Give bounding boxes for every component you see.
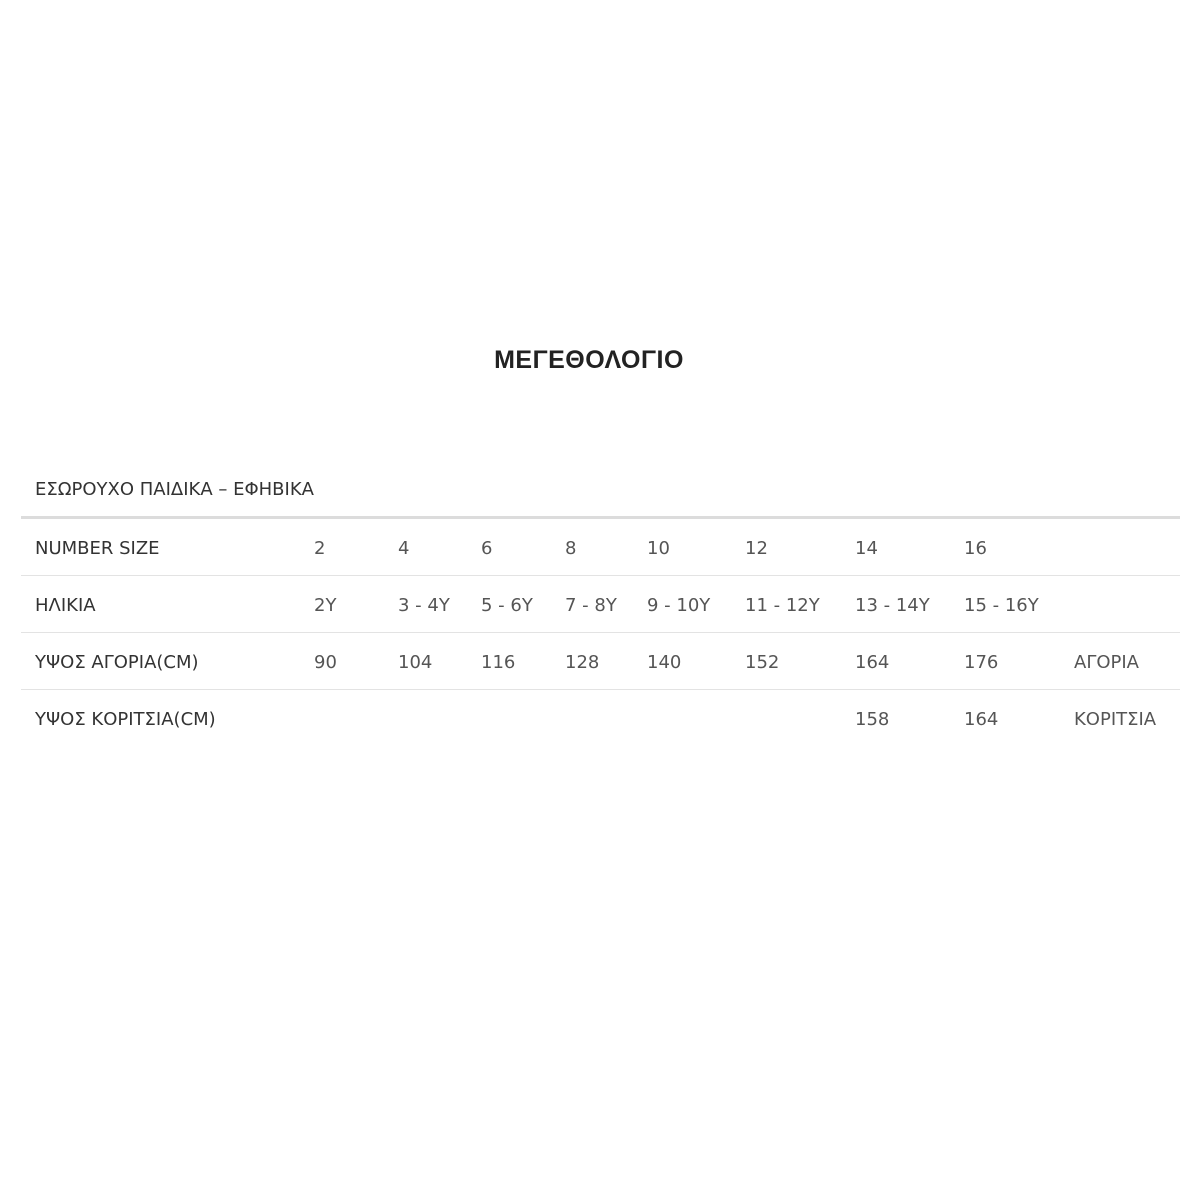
page-title: ΜΕΓΕΘΟΛΟΓΙΟ (494, 346, 684, 374)
table-cell: 116 (481, 652, 516, 673)
table-row: ΥΨΟΣ ΚΟΡΙΤΣΙΑ(CM) 158 164 ΚΟΡΙΤΣΙΑ (21, 690, 1180, 746)
row-label: ΗΛΙΚΙΑ (35, 595, 96, 616)
table-cell: 3 - 4Y (398, 595, 450, 616)
table-row: ΗΛΙΚΙΑ 2Y 3 - 4Y 5 - 6Y 7 - 8Y 9 - 10Y 11 - 12… (21, 576, 1180, 633)
row-label: ΥΨΟΣ ΚΟΡΙΤΣΙΑ(CM) (35, 709, 216, 730)
table-cell: ΑΓΟΡΙΑ (1074, 652, 1139, 673)
table-cell: 128 (565, 652, 600, 673)
row-label: ΥΨΟΣ ΑΓΟΡΙΑ(CM) (35, 652, 199, 673)
table-cell: 90 (314, 652, 337, 673)
table-cell: 16 (964, 538, 987, 559)
table-cell: 7 - 8Y (565, 595, 617, 616)
table-cell: 6 (481, 538, 493, 559)
table-cell: 9 - 10Y (647, 595, 711, 616)
table-cell: 15 - 16Y (964, 595, 1039, 616)
table-row: ΥΨΟΣ ΑΓΟΡΙΑ(CM) 90 104 116 128 140 152 164 176 ΑΓ… (21, 633, 1180, 690)
table-cell: 152 (745, 652, 780, 673)
table-cell: 10 (647, 538, 670, 559)
table-cell: 14 (855, 538, 878, 559)
table-cell: 5 - 6Y (481, 595, 533, 616)
table-cell: 2 (314, 538, 326, 559)
table-row: NUMBER SIZE 2 4 6 8 10 12 14 16 (21, 519, 1180, 576)
table-cell: 140 (647, 652, 682, 673)
table-cell: 13 - 14Y (855, 595, 930, 616)
table-cell: 8 (565, 538, 577, 559)
table-cell: 158 (855, 709, 890, 730)
table-cell: 4 (398, 538, 410, 559)
table-cell: 164 (855, 652, 890, 673)
size-chart-table: NUMBER SIZE 2 4 6 8 10 12 14 16 ΗΛΙΚΙΑ 2Y 3 - 4Y 5 -… (21, 516, 1180, 746)
table-cell: ΚΟΡΙΤΣΙΑ (1074, 709, 1157, 730)
row-label: NUMBER SIZE (35, 538, 160, 559)
table-cell: 12 (745, 538, 768, 559)
table-cell: 2Y (314, 595, 337, 616)
table-caption: ΕΣΩΡΟΥΧΟ ΠΑΙΔΙΚΑ – ΕΦΗΒΙΚΑ (35, 479, 314, 500)
table-cell: 176 (964, 652, 999, 673)
table-cell: 104 (398, 652, 433, 673)
table-cell: 11 - 12Y (745, 595, 820, 616)
table-cell: 164 (964, 709, 999, 730)
